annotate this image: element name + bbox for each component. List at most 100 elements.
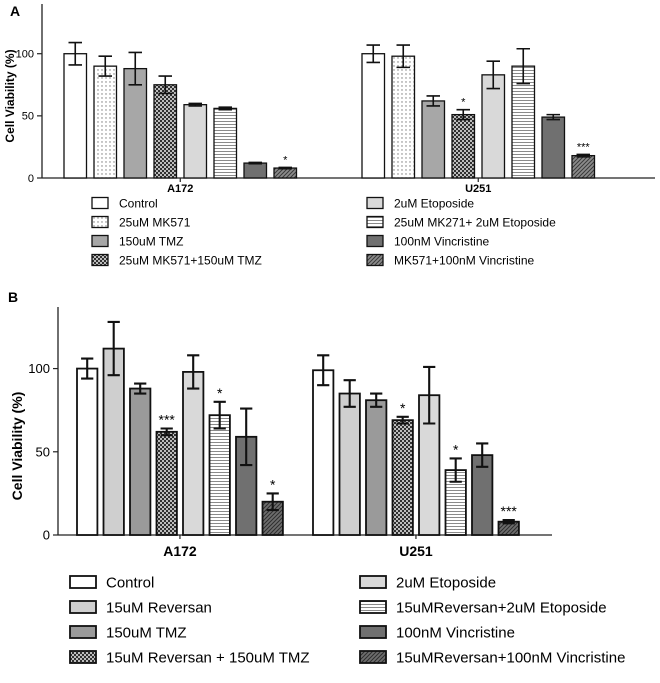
error-bar (449, 457, 462, 483)
significance-marker: *** (159, 411, 176, 427)
error-bar (128, 51, 142, 86)
legend-item: 15uMReversan+100nM Vincristine (359, 649, 625, 666)
panel-a-letter: A (10, 3, 20, 19)
panel-b-legend: Control 15uM Reversan 150uM TMZ 15uM Revers… (69, 574, 625, 666)
legend-swatch (91, 215, 109, 229)
bar-u251-series-7 (541, 116, 566, 179)
error-bar (278, 166, 292, 170)
bar-a172-series-7 (243, 162, 268, 179)
error-bar (188, 102, 202, 107)
error-bar (266, 492, 279, 512)
error-bar (576, 153, 590, 158)
x-category-label: A172 (167, 183, 193, 195)
y-tick-label: 100 (28, 361, 50, 376)
x-category-label: A172 (163, 543, 197, 559)
legend-swatch (359, 625, 387, 639)
legend-item: 100nM Vincristine (366, 234, 489, 248)
bar-u251-series-5 (481, 74, 506, 179)
error-bar (546, 113, 560, 121)
error-bar (486, 60, 500, 90)
legend-label: 15uMReversan+100nM Vincristine (396, 649, 625, 666)
bar-a172-series-2 (102, 347, 125, 536)
bar-a172-series-8 (273, 167, 298, 179)
legend-label: Control (106, 574, 154, 591)
legend-item: Control (91, 196, 158, 210)
panel-b: B Cell Viability (%) 050100A172*****U251… (8, 289, 625, 666)
legend-item: 2uM Etoposide (366, 196, 474, 210)
error-bar (218, 106, 232, 111)
error-bar (396, 415, 409, 425)
legend-label: 15uM Reversan + 150uM TMZ (106, 649, 310, 666)
legend-label: 150uM TMZ (119, 234, 183, 248)
legend-swatch (366, 234, 384, 248)
legend-label: 25uM MK271+ 2uM Etoposide (394, 215, 556, 229)
error-bar (158, 75, 172, 95)
legend-label: 2uM Etoposide (396, 574, 496, 591)
significance-marker: * (217, 385, 223, 401)
legend-item: 25uM MK571+150uM TMZ (91, 253, 262, 267)
legend-swatch (366, 196, 384, 210)
panel-a-legend: Control 25uM MK571 150uM TMZ 25uM MK571+150… (91, 196, 556, 267)
error-bar (423, 365, 436, 425)
bar-u251-series-1 (361, 53, 386, 179)
legend-swatch (366, 215, 384, 229)
error-bar (213, 400, 226, 430)
bar-u251-series-2 (338, 392, 361, 536)
bar-u251-series-8 (571, 154, 596, 179)
legend-item: 100nM Vincristine (359, 624, 515, 641)
bar-u251-series-2 (391, 55, 416, 179)
error-bar (366, 44, 380, 64)
error-bar (516, 47, 530, 85)
bar-a172-series-3 (129, 387, 152, 536)
legend-swatch (91, 253, 109, 267)
bar-a172-series-1 (63, 53, 88, 179)
significance-marker: * (453, 441, 459, 457)
y-tick-label: 0 (28, 173, 34, 185)
error-bar (68, 41, 82, 66)
error-bar (81, 357, 94, 380)
error-bar (134, 382, 147, 395)
error-bar (317, 354, 330, 387)
legend-item: MK571+100nM Vincristine (366, 253, 535, 267)
legend-item: 150uM TMZ (69, 624, 187, 641)
legend-item: 15uMReversan+2uM Etoposide (359, 599, 607, 616)
legend-item: 15uM Reversan (69, 599, 212, 616)
bar-u251-series-3 (365, 399, 388, 536)
panel-a: A Cell Viability (%) 050100A172*U251****… (3, 3, 655, 267)
error-bar (240, 407, 253, 467)
error-bar (370, 392, 383, 408)
bar-u251-series-3 (421, 100, 446, 179)
error-bar (502, 518, 515, 525)
legend-label: MK571+100nM Vincristine (394, 253, 535, 267)
legend-label: 25uM MK571 (119, 215, 191, 229)
error-bar (343, 379, 356, 408)
legend-item: Control (69, 574, 154, 591)
y-tick-label: 100 (16, 49, 34, 61)
legend-swatch (359, 575, 387, 589)
bar-a172-series-1 (76, 367, 99, 536)
error-bar (248, 161, 262, 165)
legend-item: 150uM TMZ (91, 234, 183, 248)
error-bar (456, 108, 470, 121)
error-bar (160, 427, 173, 437)
bar-a172-series-5 (182, 371, 205, 536)
legend-swatch (69, 575, 97, 589)
significance-marker: *** (501, 503, 518, 519)
legend-item: 25uM MK271+ 2uM Etoposide (366, 215, 556, 229)
bar-u251-series-4 (451, 113, 476, 179)
legend-swatch (366, 253, 384, 267)
legend-label: 150uM TMZ (106, 624, 187, 641)
error-bar (396, 44, 410, 69)
legend-label: 25uM MK571+150uM TMZ (119, 253, 262, 267)
legend-swatch (69, 625, 97, 639)
error-bar (107, 320, 120, 377)
x-category-label: U251 (399, 543, 433, 559)
legend-label: 100nM Vincristine (396, 624, 515, 641)
bar-u251-series-4 (391, 419, 414, 536)
legend-swatch (359, 600, 387, 614)
legend-swatch (69, 650, 97, 664)
panel-b-y-axis-label: Cell Viability (%) (9, 392, 25, 501)
